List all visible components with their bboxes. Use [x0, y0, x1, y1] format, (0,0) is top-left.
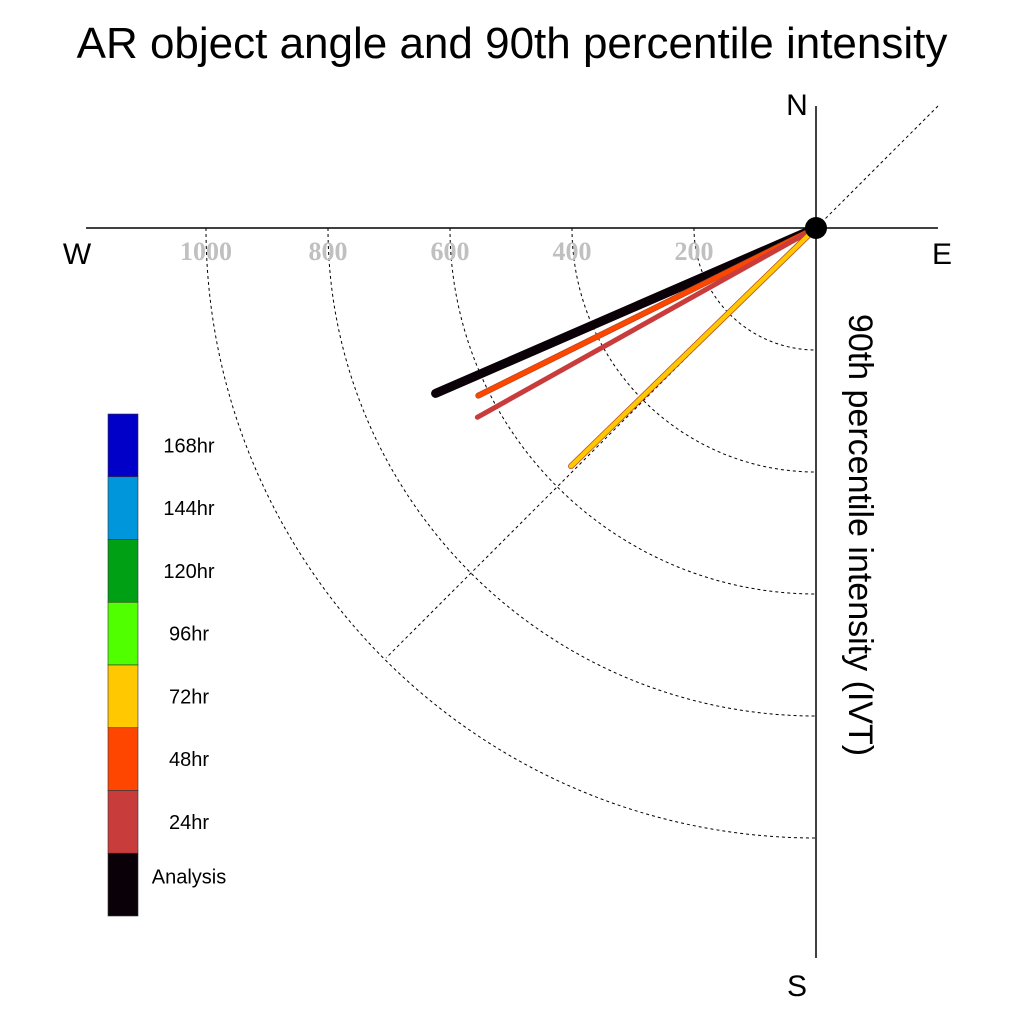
intensity-vectors — [431, 223, 821, 470]
legend-label-144hr: 144hr — [163, 498, 214, 520]
legend-label-24hr: 24hr — [169, 812, 209, 834]
tick-label-800: 800 — [309, 237, 348, 266]
grid-circle-800 — [327, 227, 817, 717]
tick-label-400: 400 — [553, 237, 592, 266]
vector-48hr — [476, 225, 819, 398]
legend-label-72hr: 72hr — [169, 686, 209, 708]
tick-label-600: 600 — [431, 237, 470, 266]
chart-title: AR object angle and 90th percentile inte… — [77, 19, 948, 68]
diagonal-reference-line — [385, 105, 939, 659]
grid-circle-200 — [693, 227, 817, 351]
legend-swatch-144hr — [107, 476, 139, 540]
legend-label-120hr: 120hr — [163, 561, 214, 583]
legend-label-96hr: 96hr — [169, 624, 209, 646]
origin-marker — [805, 217, 827, 239]
legend-swatch-96hr — [107, 601, 139, 666]
y-axis-label: 90th percentile intensity (IVT) — [841, 314, 879, 756]
legend: 168hr 144hr 120hr 96hr 72hr 48hr 24hr Analysis — [107, 413, 226, 917]
legend-swatch-48hr — [107, 727, 139, 791]
legend-label-168hr: 168hr — [163, 435, 214, 457]
legend-swatch-120hr — [107, 539, 139, 603]
legend-swatch-72hr — [107, 664, 139, 729]
vector-24hr — [474, 225, 819, 420]
tick-label-1000: 1000 — [180, 237, 232, 266]
compass-north-label: N — [786, 89, 808, 122]
grid-circle-1000 — [205, 227, 817, 839]
compass-west-label: W — [63, 238, 92, 271]
tick-label-200: 200 — [675, 237, 714, 266]
radial-tick-labels: 200 400 600 800 1000 — [180, 237, 714, 266]
legend-swatch-168hr — [107, 413, 139, 478]
compass-south-label: S — [787, 970, 807, 1003]
legend-swatch-24hr — [107, 790, 139, 854]
compass-east-label: E — [932, 238, 952, 271]
grid-circle-600 — [449, 227, 817, 595]
legend-label-analysis: Analysis — [152, 867, 226, 889]
vector-72hr — [568, 225, 819, 469]
legend-swatch-analysis — [107, 852, 139, 917]
radial-grid — [205, 105, 939, 839]
grid-circle-400 — [571, 227, 817, 473]
compass-axes — [86, 106, 938, 958]
vector-analysis — [431, 223, 821, 398]
legend-label-48hr: 48hr — [169, 749, 209, 771]
